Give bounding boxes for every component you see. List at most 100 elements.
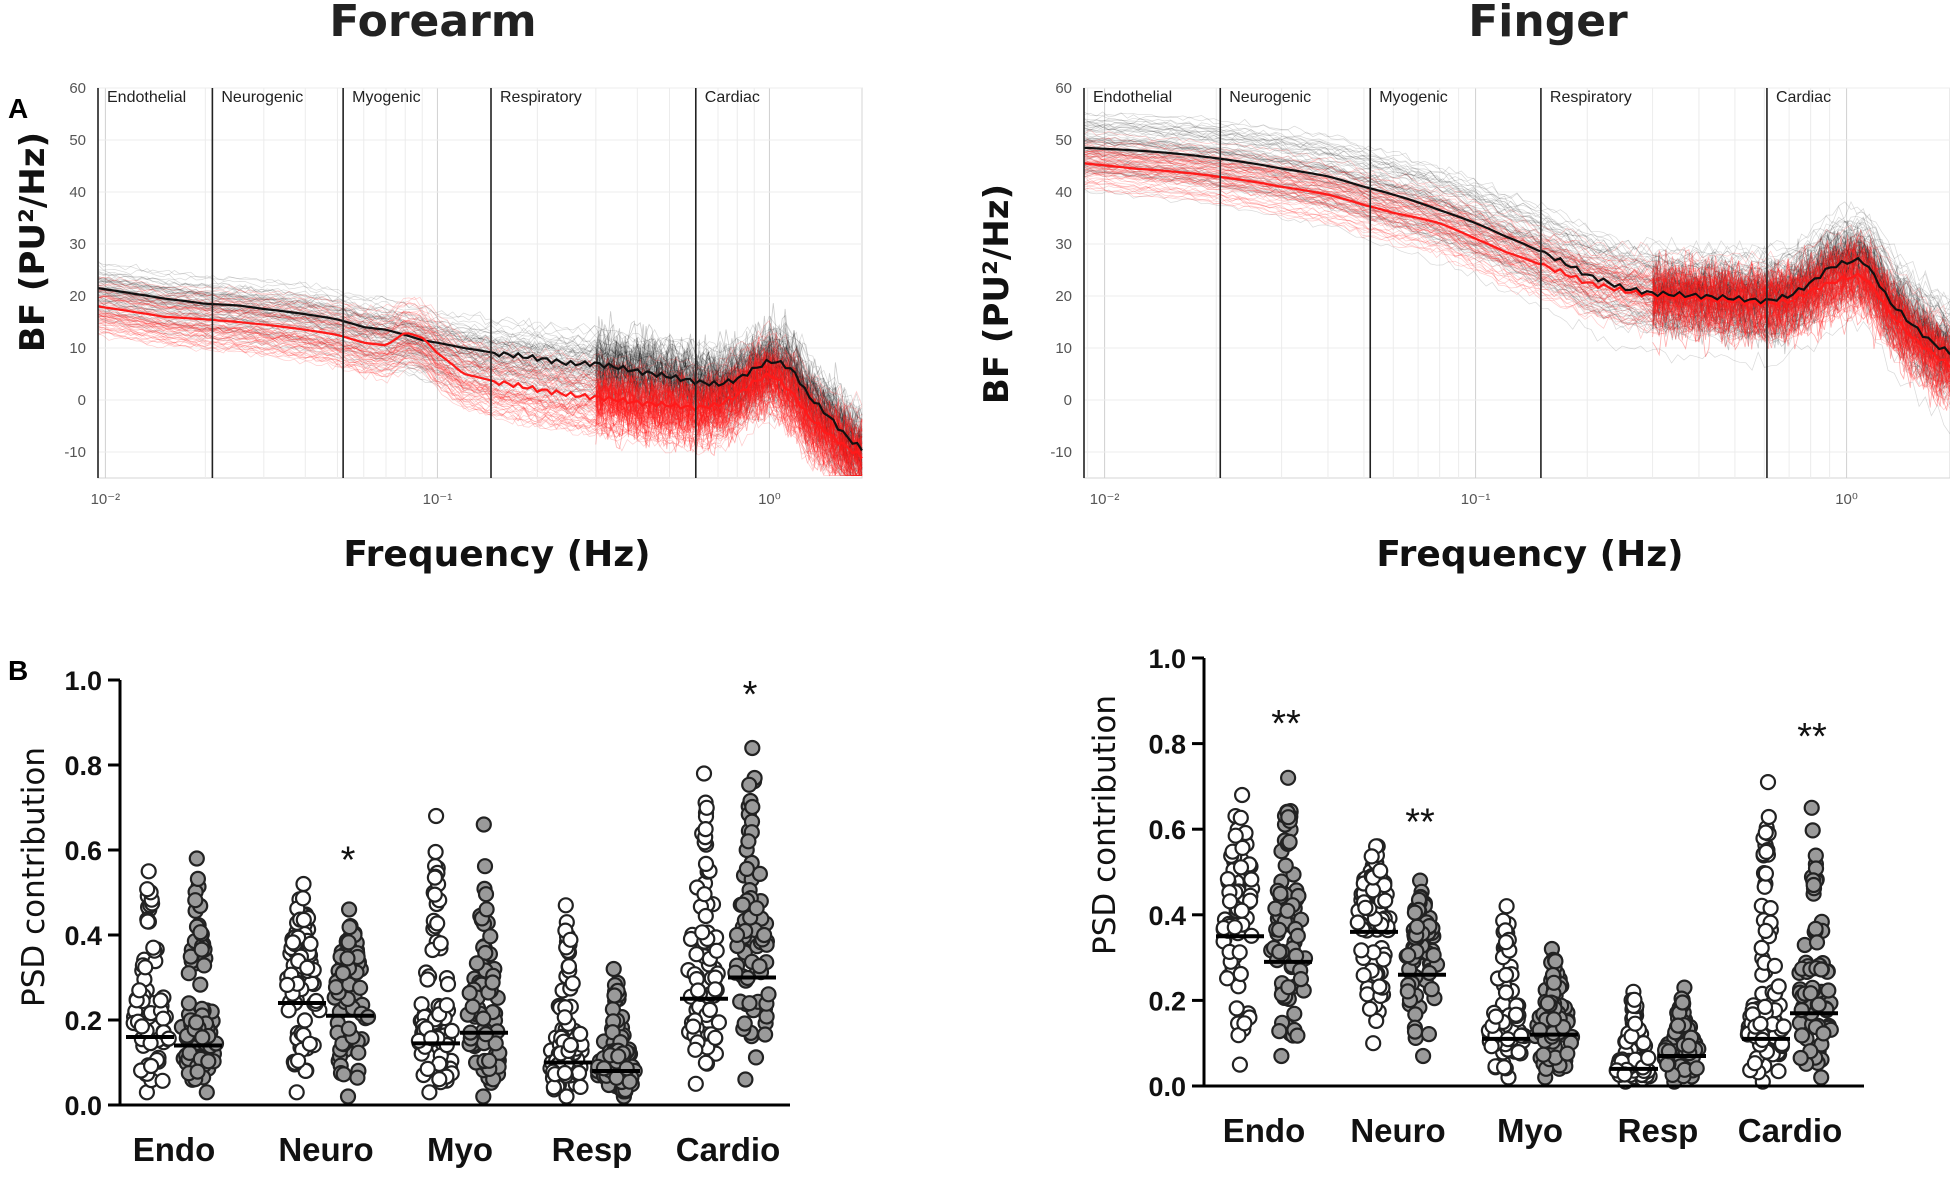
forearm-trace-dense: [595, 349, 863, 471]
finger-trace-dense: [1652, 235, 1950, 353]
finger-psd-point-open: [1757, 922, 1774, 940]
forearm-band-label-endothelial: Endothelial: [107, 89, 186, 106]
forearm-trace-dense: [595, 361, 863, 469]
finger-x-axis-label: Frequency (Hz): [1376, 534, 1683, 575]
finger-spectrum-chart: Endothelial Neurogenic Myogenic Respiratory…: [977, 80, 1950, 575]
finger-trace-dense: [1652, 294, 1950, 411]
forearm-psd-point-filled: [188, 1014, 205, 1031]
forearm-trace: [97, 315, 863, 476]
forearm-trace: [97, 278, 863, 435]
forearm-trace-dense: [595, 362, 863, 465]
finger-psd-point-filled: [1280, 979, 1297, 996]
forearm-psd-point-open: [133, 1018, 150, 1035]
forearm-psd-point-filled: [487, 1035, 504, 1052]
forearm-trace-dense: [595, 331, 863, 457]
forearm-trace-dense: [595, 381, 863, 477]
forearm-trace: [98, 327, 862, 477]
forearm-trace: [97, 273, 863, 429]
forearm-trace-dense: [595, 354, 863, 476]
forearm-trace: [97, 310, 862, 476]
forearm-trace-dense: [595, 338, 863, 472]
finger-psd-point-open: [1775, 1018, 1792, 1035]
finger-trace: [1083, 187, 1950, 409]
forearm-trace: [97, 309, 863, 476]
finger-psd-point-filled: [1813, 1069, 1830, 1086]
finger-psd-ytick-label: 1.0: [1148, 644, 1186, 674]
forearm-psd-point-open: [707, 981, 724, 998]
forearm-psd-point-open: [697, 820, 714, 838]
finger-psd-category-resp: Resp: [1618, 1112, 1699, 1149]
forearm-trace-dense: [595, 357, 863, 473]
forearm-psd-point-open: [443, 1022, 460, 1040]
forearm-psd-point-open: [419, 1060, 436, 1078]
finger-trace: [1083, 157, 1950, 354]
finger-trace: [1083, 142, 1950, 349]
finger-psd-point-filled: [1280, 809, 1297, 826]
finger-psd-category-cardio: Cardio: [1738, 1112, 1843, 1149]
finger-psd-significance-cardio: **: [1797, 716, 1827, 758]
finger-psd-point-open: [1753, 939, 1770, 957]
finger-psd-point-filled: [1281, 833, 1298, 851]
forearm-trace: [97, 276, 863, 437]
finger-trace: [1083, 169, 1950, 397]
forearm-trace: [97, 313, 863, 476]
finger-trace: [1083, 171, 1950, 374]
forearm-psd-category-cardio: Cardio: [676, 1131, 781, 1168]
finger-trace: [1083, 125, 1950, 326]
forearm-trace: [97, 316, 862, 476]
finger-trace-dense: [1652, 238, 1950, 363]
finger-psd-point-filled: [1407, 1006, 1424, 1023]
forearm-trace: [97, 314, 863, 468]
finger-psd-point-open: [1226, 919, 1243, 936]
forearm-psd-point-filled: [327, 979, 345, 996]
finger-psd-point-filled: [1292, 970, 1310, 988]
forearm-trace: [97, 269, 863, 419]
finger-trace: [1083, 141, 1950, 329]
forearm-psd-point-filled: [734, 896, 751, 913]
finger-xtick-label: 10⁻¹: [1461, 491, 1491, 508]
forearm-psd-significance-cardio: *: [743, 674, 758, 716]
forearm-psd-point-filled: [180, 995, 197, 1012]
finger-psd-point-filled: [1674, 994, 1691, 1011]
forearm-trace: [97, 296, 863, 459]
finger-trace: [1083, 123, 1950, 319]
finger-trace: [1083, 150, 1950, 349]
forearm-trace-dense: [595, 358, 863, 450]
finger-psd-point-open: [1228, 1000, 1245, 1017]
finger-trace: [1083, 173, 1950, 392]
forearm-psd-point-filled: [192, 976, 209, 993]
forearm-trace-dense: [595, 332, 863, 457]
finger-trace: [1083, 153, 1950, 369]
finger-psd-point-filled: [1680, 1037, 1697, 1054]
forearm-psd-point-open: [570, 1064, 588, 1082]
forearm-trace: [97, 312, 863, 472]
forearm-trace: [97, 286, 863, 432]
forearm-trace: [97, 328, 862, 476]
forearm-trace: [97, 302, 863, 455]
forearm-trace-dense: [595, 353, 863, 455]
forearm-trace: [97, 294, 863, 431]
finger-mean-lines: [1083, 146, 1950, 368]
finger-trace-dense: [1652, 264, 1950, 399]
forearm-psd-point-filled: [192, 924, 209, 941]
forearm-psd-point-filled: [180, 965, 197, 982]
finger-ytick-label: 50: [1055, 132, 1072, 149]
finger-psd-significance-endo: **: [1271, 703, 1301, 745]
forearm-psd-point-open: [290, 1052, 307, 1069]
forearm-psd-point-filled: [744, 798, 761, 816]
finger-psd-point-filled: [1810, 996, 1827, 1013]
finger-trace-dense: [1652, 247, 1950, 383]
forearm-trace-dense: [595, 388, 862, 476]
forearm-trace: [97, 283, 863, 432]
finger-psd-point-open: [1762, 899, 1779, 917]
forearm-psd-point-filled: [464, 998, 481, 1015]
forearm-psd-point-open: [143, 1057, 160, 1075]
finger-psd-point-filled: [1539, 995, 1556, 1012]
finger-trace: [1083, 155, 1950, 357]
forearm-trace-dense: [595, 357, 863, 476]
forearm-trace-dense: [595, 319, 863, 450]
finger-band-label-endothelial: Endothelial: [1093, 89, 1172, 106]
finger-psd-category-neuro: Neuro: [1350, 1112, 1445, 1149]
finger-psd-point-filled: [1805, 876, 1822, 894]
